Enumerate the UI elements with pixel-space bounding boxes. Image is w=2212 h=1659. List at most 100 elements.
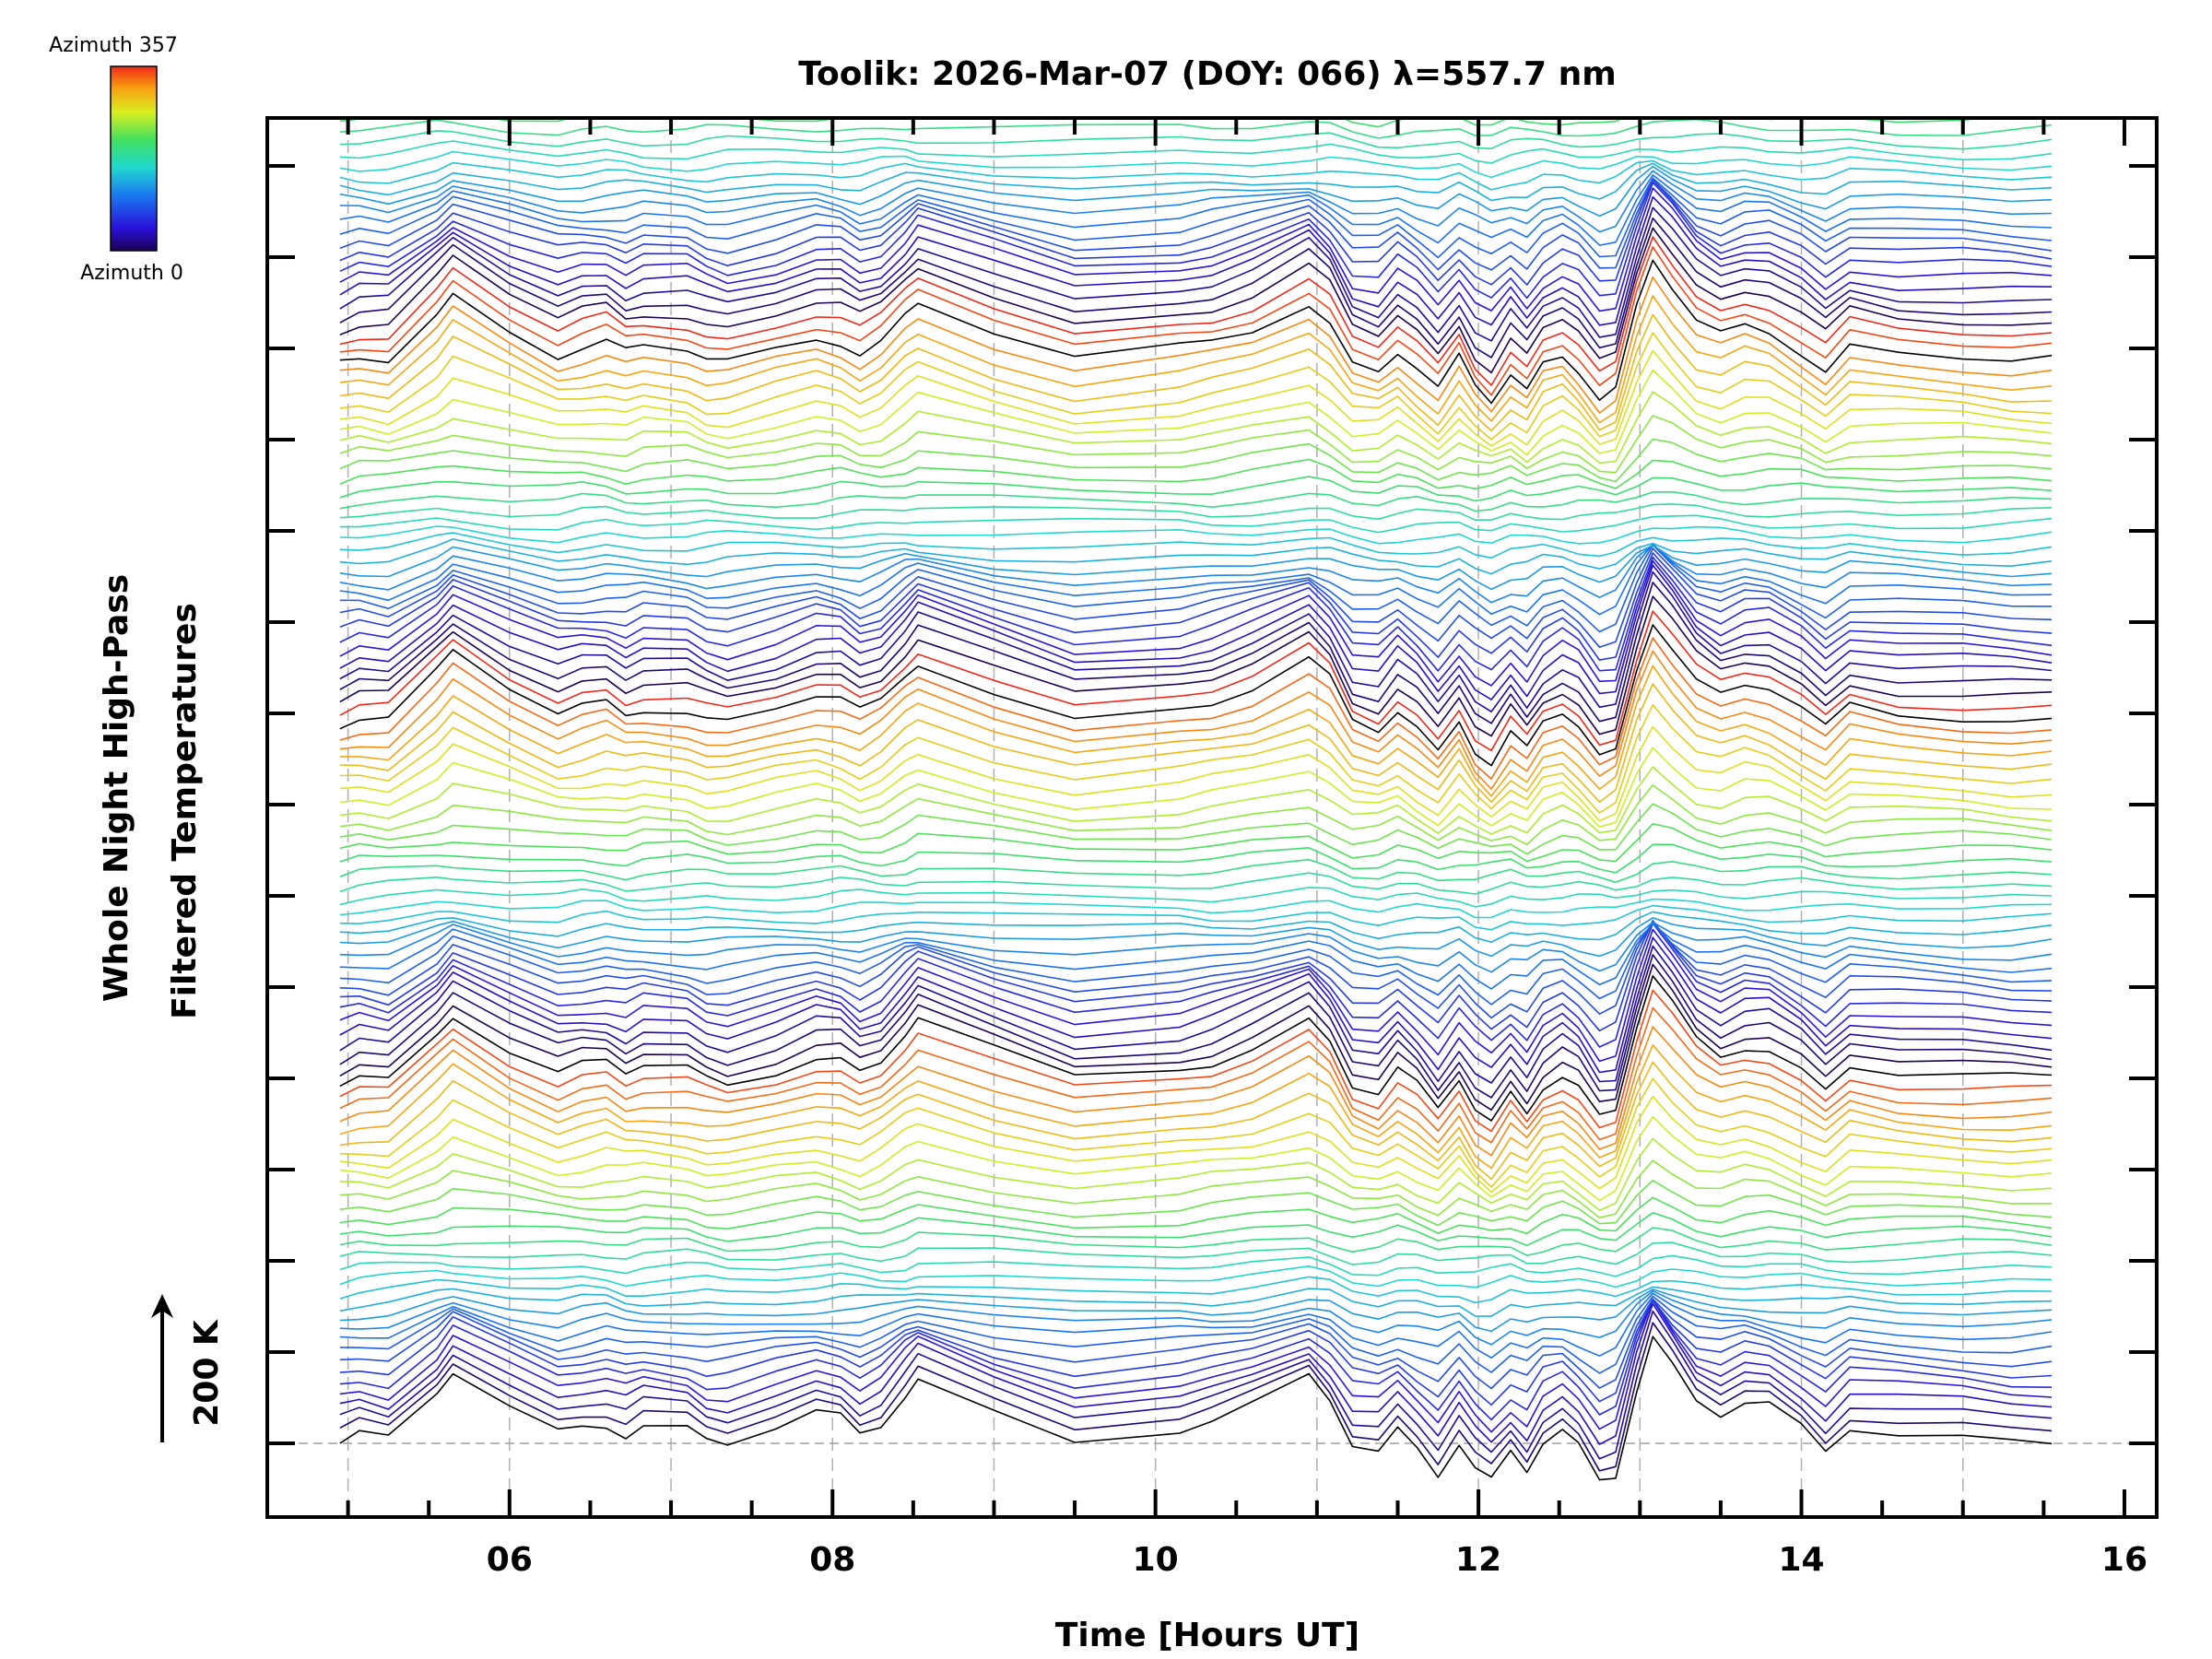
temperature-trace	[339, 887, 2053, 908]
scale-label: 200 K	[188, 1319, 226, 1427]
temperature-trace	[339, 295, 2053, 424]
temperature-trace	[339, 544, 2053, 633]
temperature-trace	[339, 543, 2053, 616]
temperature-trace	[339, 490, 2053, 512]
temperature-trace	[339, 165, 2053, 218]
temperature-trace	[339, 975, 2053, 1122]
temperature-trace	[339, 206, 2053, 342]
plot-frame	[265, 116, 2159, 1519]
temperature-trace	[339, 182, 2053, 300]
colorbar-bottom-label: Azimuth 0	[80, 262, 183, 285]
temperature-trace	[339, 179, 2053, 286]
temperature-trace	[339, 227, 2053, 374]
x-tick-label: 06	[487, 1541, 533, 1579]
temperature-trace	[339, 178, 2053, 271]
y-axis-label-line2: Filtered Temperatures	[166, 603, 204, 1019]
temperature-trace	[339, 538, 2053, 575]
temperature-trace	[339, 843, 2053, 874]
temperature-trace	[339, 120, 1972, 128]
temperature-trace	[339, 544, 2053, 591]
colorbar-gradient	[110, 65, 158, 252]
temperature-trace	[339, 503, 2053, 521]
temperature-trace	[339, 898, 2053, 919]
x-tick-labels: 06 08 10 12 14 16	[487, 1541, 2147, 1579]
temperature-trace	[339, 920, 2053, 1019]
axis-ticks	[265, 118, 2157, 1517]
temperature-trace	[339, 1322, 2053, 1472]
temperature-trace	[339, 1044, 2053, 1170]
chart-title: Toolik: 2026-Mar-07 (DOY: 066) λ=557.7 n…	[798, 55, 1617, 93]
colorbar-top-label: Azimuth 357	[49, 34, 178, 57]
temperature-trace	[339, 683, 2053, 803]
temperature-trace	[339, 1026, 2053, 1157]
temperature-trace	[339, 624, 2053, 767]
temperature-trace	[339, 259, 2053, 405]
temperature-trace	[339, 1298, 2053, 1390]
temperature-trace	[339, 1292, 2053, 1359]
temperature-trace	[339, 1077, 2053, 1188]
temperature-trace	[339, 159, 2053, 191]
temperature-trace	[339, 552, 2053, 661]
temperature-trace	[339, 1286, 2053, 1317]
temperature-trace	[339, 954, 2053, 1099]
temperature-trace	[339, 858, 2053, 884]
temperature-trace	[339, 559, 2053, 687]
colorbar-legend: Azimuth 357 Azimuth 0	[49, 34, 183, 285]
temperature-trace	[339, 921, 2053, 973]
temperature-trace	[339, 532, 2053, 559]
temperature-trace	[340, 0, 2052, 57]
temperature-trace	[339, 922, 2053, 1006]
temperature-trace	[339, 571, 2053, 712]
temperature-trace	[339, 170, 2053, 233]
temperature-trace	[339, 1254, 2053, 1277]
x-tick-label: 14	[1778, 1541, 1824, 1579]
scale-arrow-head-icon	[151, 1294, 173, 1318]
temperature-trace	[339, 665, 2053, 797]
temperature-trace	[339, 391, 2053, 465]
temperature-trace	[339, 1095, 2053, 1194]
temperature-trace	[339, 963, 2053, 1112]
temperature-trace	[339, 911, 2053, 943]
temperature-trace	[339, 872, 2053, 895]
temperature-trace	[339, 1276, 2053, 1304]
temperature-trace	[339, 823, 2053, 863]
temperature-trace	[339, 438, 2053, 483]
temperature-trace	[339, 936, 2053, 1074]
temperature-trace	[339, 920, 2053, 1032]
temperature-trace	[339, 514, 2053, 534]
temperature-trace	[339, 476, 2053, 502]
temperature-trace	[339, 928, 2053, 1063]
temperature-trace	[339, 582, 2053, 724]
temperature-trace	[339, 923, 2053, 990]
temperature-trace	[339, 332, 2053, 441]
temperature-trace	[339, 784, 2053, 846]
temperature-trace	[340, 0, 2052, 51]
temperature-trace	[339, 195, 2053, 326]
temperature-trace	[339, 704, 2053, 814]
x-tick-label: 12	[1455, 1541, 1501, 1579]
temperature-trace	[339, 1299, 2053, 1421]
temperature-trace	[339, 766, 2053, 835]
temperature-trace	[339, 349, 2053, 447]
temperature-trace	[339, 140, 2053, 164]
temperature-trace	[340, 0, 2052, 20]
temperature-trace	[339, 1180, 2053, 1227]
temperature-trace	[339, 945, 2053, 1084]
temperature-trace	[339, 120, 2053, 139]
temperature-trace	[339, 1265, 2053, 1288]
temperature-trace	[339, 415, 2053, 474]
temperature-trace	[339, 1061, 2053, 1181]
temperature-trace	[339, 904, 2053, 931]
temperature-trace	[339, 610, 2053, 752]
x-axis-label: Time [Hours UT]	[1055, 1617, 1359, 1654]
temperature-trace	[339, 1227, 2053, 1256]
temperature-trace	[339, 1212, 2053, 1247]
temperature-trace	[339, 458, 2053, 490]
temperature-trace	[340, 0, 2052, 9]
temperature-trace	[339, 246, 2053, 396]
temperature-trace	[339, 217, 2053, 359]
scale-indicator: 200 K	[151, 1294, 226, 1442]
temperature-trace	[339, 1310, 2053, 1460]
temperature-trace	[339, 544, 2053, 604]
